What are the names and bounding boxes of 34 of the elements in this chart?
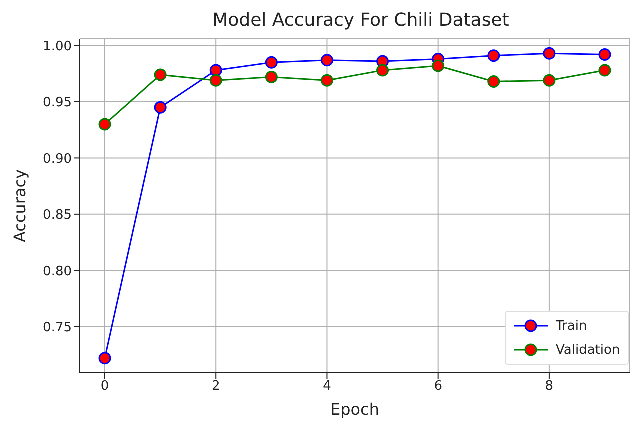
x-tick-label: 6 — [434, 379, 442, 394]
point — [98, 352, 112, 365]
y-tick-label: 1.00 — [43, 39, 72, 54]
point — [376, 64, 390, 77]
point — [543, 47, 556, 60]
legend-label: Train — [556, 318, 588, 334]
point — [154, 101, 167, 114]
point — [98, 118, 112, 131]
point — [543, 74, 556, 87]
y-tick-label: 0.85 — [43, 208, 72, 224]
x-tick-label: 0 — [100, 379, 110, 394]
chart-title: Model Accuracy For Chili Dataset — [212, 10, 510, 31]
x-axis-title: Epoch — [330, 400, 380, 419]
x-tick-label: 2 — [212, 379, 220, 394]
x-tick-label: 8 — [545, 379, 554, 394]
point — [320, 54, 334, 67]
point — [210, 74, 222, 87]
point — [488, 75, 500, 88]
x-tick-label: 4 — [323, 379, 332, 394]
y-tick-label: 0.95 — [43, 96, 72, 111]
y-tick-label: 0.90 — [43, 152, 72, 167]
point — [265, 56, 278, 69]
point — [210, 64, 222, 77]
y-tick-label: 0.75 — [43, 320, 72, 336]
point — [265, 70, 278, 84]
point — [154, 68, 167, 82]
legend-label: Validation — [556, 342, 620, 358]
point — [488, 50, 500, 62]
point — [432, 60, 445, 72]
point — [598, 48, 612, 61]
y-tick-label: 0.80 — [43, 264, 72, 280]
y-axis-title: Accuracy — [10, 169, 30, 243]
point — [598, 64, 612, 77]
point — [320, 74, 334, 87]
